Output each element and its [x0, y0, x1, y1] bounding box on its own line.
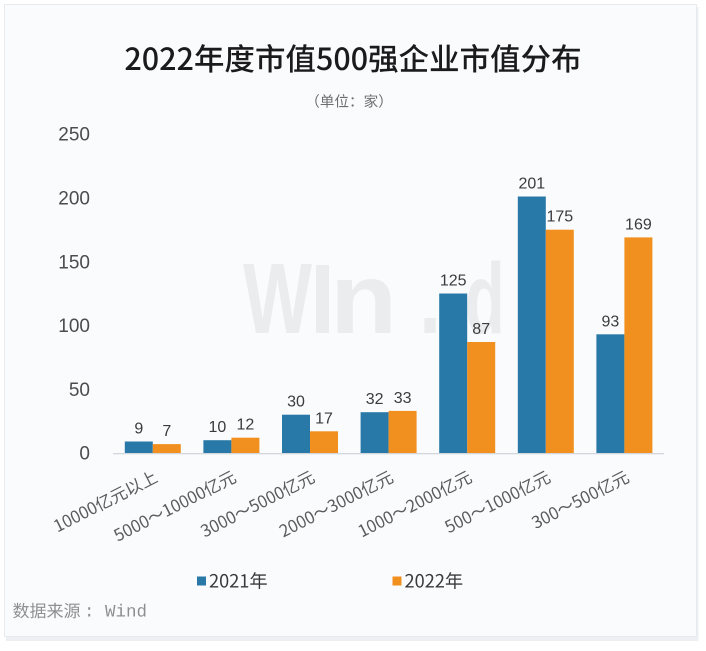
svg-text:W: W	[243, 243, 312, 355]
svg-text:.: .	[419, 244, 441, 356]
svg-text:n: n	[330, 244, 397, 355]
svg-text:169: 169	[625, 216, 652, 233]
svg-text:150: 150	[58, 252, 90, 273]
svg-text:30: 30	[287, 394, 305, 411]
svg-text:9: 9	[134, 421, 143, 438]
svg-text:87: 87	[472, 321, 490, 338]
svg-text:201: 201	[518, 176, 545, 193]
svg-text:93: 93	[602, 313, 620, 330]
svg-text:200: 200	[58, 189, 90, 210]
svg-text:250: 250	[58, 125, 90, 146]
svg-text:50: 50	[69, 380, 90, 401]
svg-text:10: 10	[209, 419, 227, 436]
svg-text:7: 7	[162, 423, 171, 440]
svg-text:33: 33	[394, 390, 412, 407]
svg-text:17: 17	[315, 410, 333, 427]
svg-text:175: 175	[546, 209, 573, 226]
svg-text:125: 125	[440, 273, 467, 290]
svg-text:0: 0	[79, 444, 90, 465]
svg-text:32: 32	[366, 391, 384, 408]
svg-text:12: 12	[237, 417, 255, 434]
svg-text:d: d	[465, 243, 505, 354]
svg-text:100: 100	[58, 316, 90, 337]
